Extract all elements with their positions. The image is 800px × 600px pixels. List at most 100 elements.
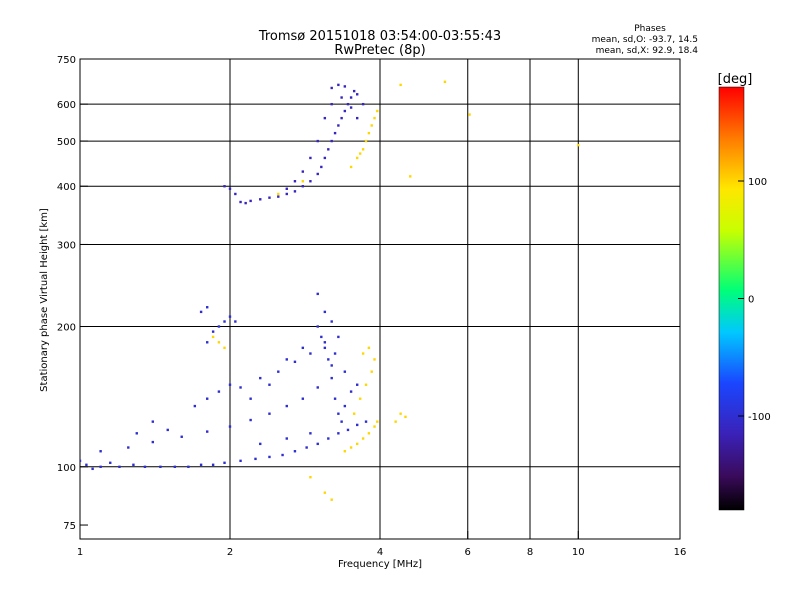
data-point xyxy=(352,89,356,93)
data-point xyxy=(346,102,350,106)
colorbar-ticks: 100 0 -100 xyxy=(738,177,771,423)
data-point xyxy=(320,335,323,339)
data-point xyxy=(187,465,190,469)
y-tick-label: 600 xyxy=(57,100,76,111)
data-point xyxy=(577,143,580,147)
colorbar-label: [deg] xyxy=(718,72,753,87)
stats-line-o: mean, sd,O: -93.7, 14.5 xyxy=(592,35,698,45)
data-point xyxy=(259,376,262,380)
x-tick-label: 10 xyxy=(572,547,585,558)
data-point xyxy=(367,432,371,435)
y-tick-label: 100 xyxy=(57,463,76,474)
grid-lines xyxy=(80,59,680,539)
data-point xyxy=(118,465,121,469)
data-point xyxy=(343,85,347,88)
data-point xyxy=(285,404,288,408)
data-point xyxy=(293,190,297,193)
data-point xyxy=(268,196,271,199)
x-tick-label: 8 xyxy=(527,547,533,558)
data-point xyxy=(199,310,203,314)
data-point xyxy=(346,428,350,432)
data-point xyxy=(337,432,340,435)
data-point xyxy=(364,383,368,386)
data-point xyxy=(205,397,209,400)
data-point xyxy=(394,420,397,423)
x-tick-label: 16 xyxy=(674,547,687,558)
colorbar-tick-label: -100 xyxy=(748,412,771,423)
data-point xyxy=(349,165,353,169)
data-point xyxy=(132,463,135,466)
data-point xyxy=(151,440,155,444)
data-point xyxy=(281,453,284,457)
data-point xyxy=(180,435,183,438)
data-point xyxy=(364,420,368,423)
data-point xyxy=(293,360,297,364)
data-point xyxy=(249,199,252,203)
data-point xyxy=(358,397,362,400)
data-point xyxy=(323,156,327,160)
data-point xyxy=(239,200,242,204)
data-point xyxy=(370,370,373,373)
data-point xyxy=(211,463,215,466)
data-point xyxy=(228,383,232,386)
data-point xyxy=(337,412,340,415)
data-point xyxy=(340,116,343,120)
x-axis-ticks: 1 2 4 6 8 10 16 xyxy=(77,531,687,558)
data-point xyxy=(85,463,88,466)
data-point xyxy=(309,180,312,183)
data-point xyxy=(135,432,138,435)
data-point xyxy=(443,80,447,84)
data-point xyxy=(301,397,305,400)
data-point xyxy=(80,459,82,463)
x-tick-label: 4 xyxy=(377,547,383,558)
x-axis-label: Frequency [MHz] xyxy=(338,559,422,570)
data-point xyxy=(166,428,169,432)
data-point xyxy=(330,139,333,143)
data-point xyxy=(343,404,347,408)
data-point xyxy=(327,437,330,440)
data-point xyxy=(337,83,340,87)
data-point xyxy=(355,423,359,427)
data-point xyxy=(404,415,407,419)
data-point xyxy=(217,325,221,328)
data-point xyxy=(99,450,102,453)
data-point xyxy=(409,175,412,178)
data-points xyxy=(80,80,580,501)
data-point xyxy=(268,455,271,459)
data-point xyxy=(277,195,280,198)
data-point xyxy=(228,187,232,190)
data-point xyxy=(234,320,237,323)
data-point xyxy=(399,83,402,87)
data-point xyxy=(223,461,226,465)
data-point xyxy=(316,292,319,296)
data-point xyxy=(364,139,368,143)
data-point xyxy=(349,390,353,393)
data-point xyxy=(367,131,371,135)
data-point xyxy=(268,383,271,386)
data-point xyxy=(316,172,319,176)
data-point xyxy=(320,165,323,169)
data-point xyxy=(373,358,376,361)
data-point xyxy=(109,461,112,465)
data-point xyxy=(337,335,340,339)
x-tick-label: 2 xyxy=(227,547,233,558)
y-tick-label: 750 xyxy=(57,55,76,66)
y-tick-label: 400 xyxy=(57,182,76,193)
data-point xyxy=(259,198,262,201)
data-point xyxy=(376,109,379,113)
data-point xyxy=(285,192,288,196)
chart-title: Tromsø 20151018 03:54:00-03:55:43 xyxy=(258,29,501,44)
data-point xyxy=(330,498,333,501)
data-point xyxy=(361,437,365,440)
data-point xyxy=(370,124,373,127)
y-axis-ticks: 75 100 200 300 400 500 600 750 xyxy=(57,55,88,532)
data-point xyxy=(343,370,347,373)
data-point xyxy=(352,412,356,415)
data-point xyxy=(151,420,155,423)
x-tick-label: 1 xyxy=(77,547,83,558)
data-point xyxy=(228,315,232,318)
data-point xyxy=(316,325,319,328)
data-point xyxy=(159,465,162,469)
data-point xyxy=(249,397,252,400)
